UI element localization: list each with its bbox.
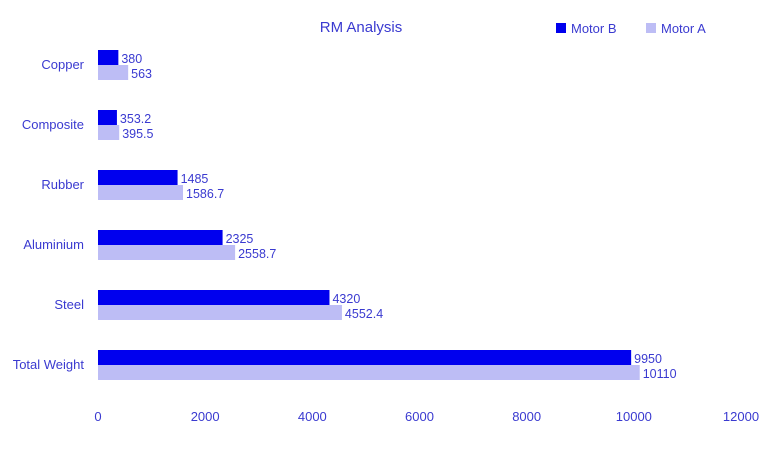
bar-motor-b-rubber: [98, 170, 178, 185]
category-label-composite: Composite: [22, 117, 84, 132]
bar-motor-b-aluminium: [98, 230, 223, 245]
category-label-total-weight: Total Weight: [13, 357, 85, 372]
data-label-motor-b-rubber: 1485: [181, 172, 209, 186]
legend-swatch-motor-b: [556, 23, 566, 33]
bar-motor-a-composite: [98, 125, 120, 140]
category-label-rubber: Rubber: [41, 177, 84, 192]
bar-motor-a-steel: [98, 305, 342, 320]
legend-label-motor-a: Motor A: [661, 21, 706, 36]
bar-motor-b-steel: [98, 290, 330, 305]
bar-motor-b-total-weight: [98, 350, 632, 365]
bar-motor-b-composite: [98, 110, 117, 125]
data-label-motor-b-steel: 4320: [332, 292, 360, 306]
data-label-motor-a-rubber: 1586.7: [186, 187, 224, 201]
data-label-motor-b-copper: 380: [121, 52, 142, 66]
category-label-copper: Copper: [41, 57, 84, 72]
bar-motor-b-copper: [98, 50, 119, 65]
bar-motor-a-aluminium: [98, 245, 236, 260]
x-tick-label-4000: 4000: [298, 409, 327, 424]
data-label-motor-a-total-weight: 10110: [643, 367, 677, 381]
x-tick-label-12000: 12000: [723, 409, 759, 424]
data-label-motor-a-steel: 4552.4: [345, 307, 383, 321]
bar-motor-a-rubber: [98, 185, 184, 200]
category-labels: Copper Composite Rubber Aluminium Steel Total…: [13, 57, 85, 372]
data-label-motor-a-composite: 395.5: [122, 127, 153, 141]
bars: [98, 50, 640, 380]
data-label-motor-a-aluminium: 2558.7: [238, 247, 276, 261]
x-tick-label-6000: 6000: [405, 409, 434, 424]
x-tick-label-10000: 10000: [616, 409, 652, 424]
x-tick-label-2000: 2000: [191, 409, 220, 424]
legend-swatch-motor-a: [646, 23, 656, 33]
category-label-steel: Steel: [54, 297, 84, 312]
bar-motor-a-total-weight: [98, 365, 640, 380]
x-tick-label-0: 0: [94, 409, 101, 424]
chart-title: RM Analysis: [320, 19, 403, 36]
x-tick-label-8000: 8000: [512, 409, 541, 424]
data-label-motor-b-total-weight: 9950: [634, 352, 662, 366]
legend: Motor B Motor A: [556, 21, 706, 36]
bar-motor-a-copper: [98, 65, 129, 80]
category-label-aluminium: Aluminium: [23, 237, 84, 252]
data-label-motor-b-composite: 353.2: [120, 112, 151, 126]
data-label-motor-b-aluminium: 2325: [226, 232, 254, 246]
x-axis-ticks: 0 2000 4000 6000 8000 10000 12000: [94, 409, 759, 424]
legend-label-motor-b: Motor B: [571, 21, 617, 36]
data-label-motor-a-copper: 563: [131, 67, 152, 81]
